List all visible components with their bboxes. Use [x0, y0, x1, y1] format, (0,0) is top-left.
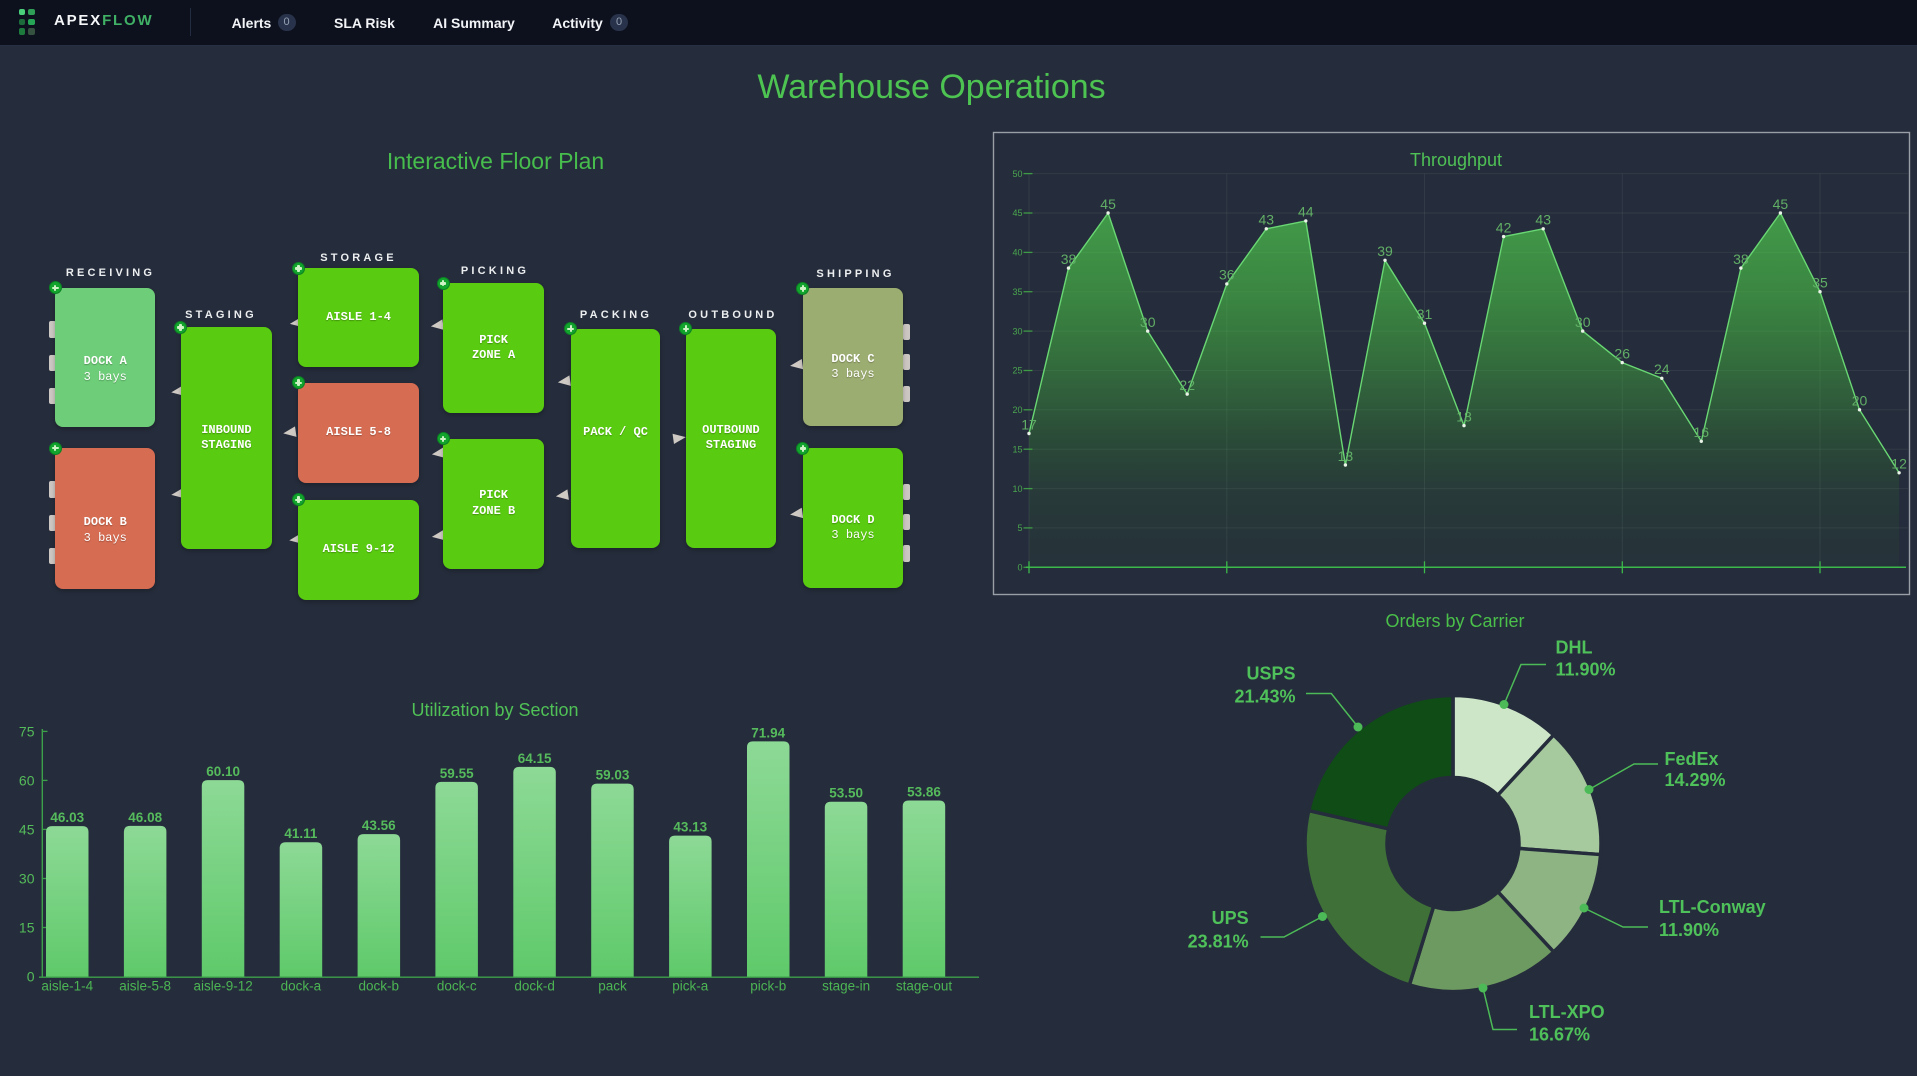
svg-text:40: 40	[1012, 248, 1022, 258]
svg-text:16: 16	[1694, 424, 1710, 440]
svg-text:53.86: 53.86	[907, 785, 941, 800]
svg-text:dock-d: dock-d	[514, 979, 555, 994]
svg-text:USPS: USPS	[1246, 664, 1295, 684]
svg-text:45: 45	[1773, 196, 1789, 212]
svg-text:30: 30	[19, 871, 35, 887]
svg-text:20: 20	[1012, 405, 1022, 415]
svg-text:Orders by Carrier: Orders by Carrier	[1385, 611, 1524, 631]
svg-text:15: 15	[1012, 444, 1022, 454]
svg-text:18: 18	[1456, 408, 1472, 424]
svg-text:46.03: 46.03	[50, 810, 84, 825]
svg-text:20: 20	[1852, 393, 1868, 409]
svg-text:23.81%: 23.81%	[1188, 932, 1249, 952]
svg-text:43.56: 43.56	[362, 818, 396, 833]
svg-text:75: 75	[19, 723, 35, 739]
svg-text:Utilization by Section: Utilization by Section	[411, 700, 578, 720]
svg-text:45: 45	[1100, 196, 1116, 212]
svg-text:38: 38	[1061, 251, 1077, 267]
svg-text:UPS: UPS	[1212, 908, 1249, 928]
svg-text:13: 13	[1338, 448, 1354, 464]
svg-text:31: 31	[1417, 306, 1433, 322]
svg-text:pick-b: pick-b	[750, 979, 786, 994]
svg-text:0: 0	[1017, 563, 1022, 573]
svg-text:35: 35	[1012, 287, 1022, 297]
svg-text:stage-in: stage-in	[822, 979, 870, 994]
svg-text:16.67%: 16.67%	[1529, 1025, 1590, 1045]
svg-text:30: 30	[1012, 326, 1022, 336]
svg-text:dock-c: dock-c	[437, 979, 477, 994]
svg-text:60: 60	[19, 772, 35, 788]
svg-text:36: 36	[1219, 267, 1235, 283]
svg-text:pick-a: pick-a	[672, 979, 709, 994]
svg-text:45: 45	[19, 821, 35, 837]
svg-text:11.90%: 11.90%	[1659, 920, 1719, 940]
svg-text:aisle-9-12: aisle-9-12	[193, 979, 252, 994]
svg-text:11.90%: 11.90%	[1556, 659, 1616, 679]
svg-text:DHL: DHL	[1556, 637, 1593, 657]
svg-text:aisle-1-4: aisle-1-4	[41, 979, 93, 994]
svg-text:14.29%: 14.29%	[1665, 770, 1726, 790]
svg-text:15: 15	[19, 920, 35, 936]
svg-text:53.50: 53.50	[829, 786, 863, 801]
svg-text:43.13: 43.13	[673, 820, 707, 835]
svg-text:30: 30	[1575, 314, 1591, 330]
svg-text:60.10: 60.10	[206, 764, 240, 779]
svg-text:LTL-Conway: LTL-Conway	[1659, 897, 1766, 917]
svg-text:22: 22	[1179, 377, 1195, 393]
svg-text:dock-b: dock-b	[359, 979, 400, 994]
svg-text:pack: pack	[598, 979, 627, 994]
svg-text:30: 30	[1140, 314, 1156, 330]
svg-text:64.15: 64.15	[518, 751, 552, 766]
svg-text:35: 35	[1812, 275, 1828, 291]
svg-text:21.43%: 21.43%	[1234, 687, 1295, 707]
svg-text:25: 25	[1012, 366, 1022, 376]
svg-text:10: 10	[1012, 484, 1022, 494]
svg-text:LTL-XPO: LTL-XPO	[1529, 1002, 1605, 1022]
svg-text:45: 45	[1012, 208, 1022, 218]
svg-text:43: 43	[1535, 212, 1551, 228]
svg-text:FedEx: FedEx	[1665, 749, 1719, 769]
svg-text:dock-a: dock-a	[281, 979, 322, 994]
svg-text:50: 50	[1012, 169, 1022, 179]
svg-text:12: 12	[1891, 456, 1907, 472]
svg-text:26: 26	[1614, 345, 1630, 361]
svg-text:46.08: 46.08	[128, 810, 162, 825]
svg-text:44: 44	[1298, 204, 1314, 220]
svg-text:41.11: 41.11	[284, 826, 318, 841]
svg-text:59.03: 59.03	[596, 768, 630, 783]
svg-text:42: 42	[1496, 219, 1512, 235]
svg-text:5: 5	[1017, 523, 1022, 533]
svg-text:43: 43	[1259, 212, 1275, 228]
svg-text:24: 24	[1654, 361, 1670, 377]
svg-text:Throughput: Throughput	[1410, 150, 1502, 170]
svg-text:59.55: 59.55	[440, 766, 474, 781]
svg-text:stage-out: stage-out	[896, 979, 953, 994]
svg-text:0: 0	[27, 969, 35, 985]
svg-text:17: 17	[1021, 416, 1037, 432]
svg-text:aisle-5-8: aisle-5-8	[119, 979, 171, 994]
svg-text:38: 38	[1733, 251, 1749, 267]
svg-text:71.94: 71.94	[751, 725, 785, 740]
svg-text:39: 39	[1377, 243, 1393, 259]
